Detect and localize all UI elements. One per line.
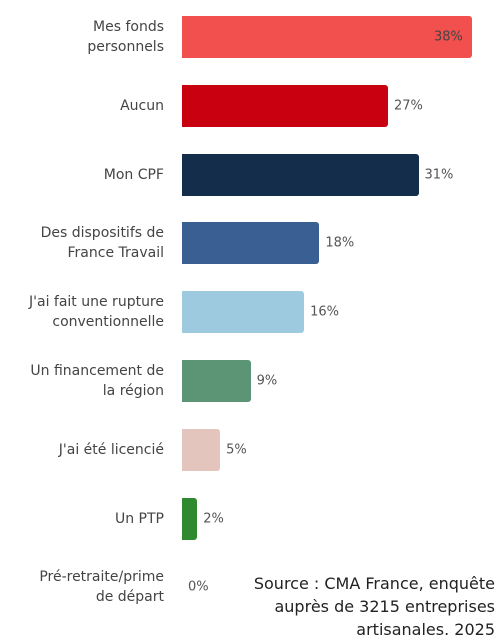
bar: [182, 16, 472, 58]
bar: [182, 291, 305, 334]
category-label: Mon CPF: [103, 166, 164, 183]
category-label: Aucun: [120, 97, 164, 114]
category-label: Un PTP: [114, 510, 164, 527]
bar: [182, 360, 251, 402]
category-label: Un financement de la région: [30, 363, 164, 399]
category-label: Des dispositifs de France Travail: [40, 225, 164, 262]
category-label: J'ai fait une rupture conventionnelle: [29, 294, 164, 331]
value-label: 16%: [310, 304, 339, 320]
bar: [182, 153, 419, 196]
value-label: 27%: [394, 98, 423, 114]
value-label: 18%: [325, 235, 355, 251]
bar: [182, 84, 388, 127]
value-label: 9%: [256, 373, 278, 389]
value-label: 38%: [433, 29, 463, 45]
bar: [182, 222, 320, 265]
value-label: 5%: [226, 442, 247, 458]
category-label: Pré-retraite/prime de départ: [39, 569, 164, 606]
source-note: Source : CMA France, enquête auprès de 3…: [253, 574, 495, 639]
value-label: 2%: [203, 511, 224, 527]
bar: [182, 428, 221, 471]
value-label: 31%: [424, 167, 454, 183]
value-label: 0%: [188, 579, 209, 595]
category-label: Mes fonds personnels: [87, 19, 164, 55]
bar: [182, 497, 198, 540]
category-label: J'ai été licencié: [58, 441, 164, 458]
